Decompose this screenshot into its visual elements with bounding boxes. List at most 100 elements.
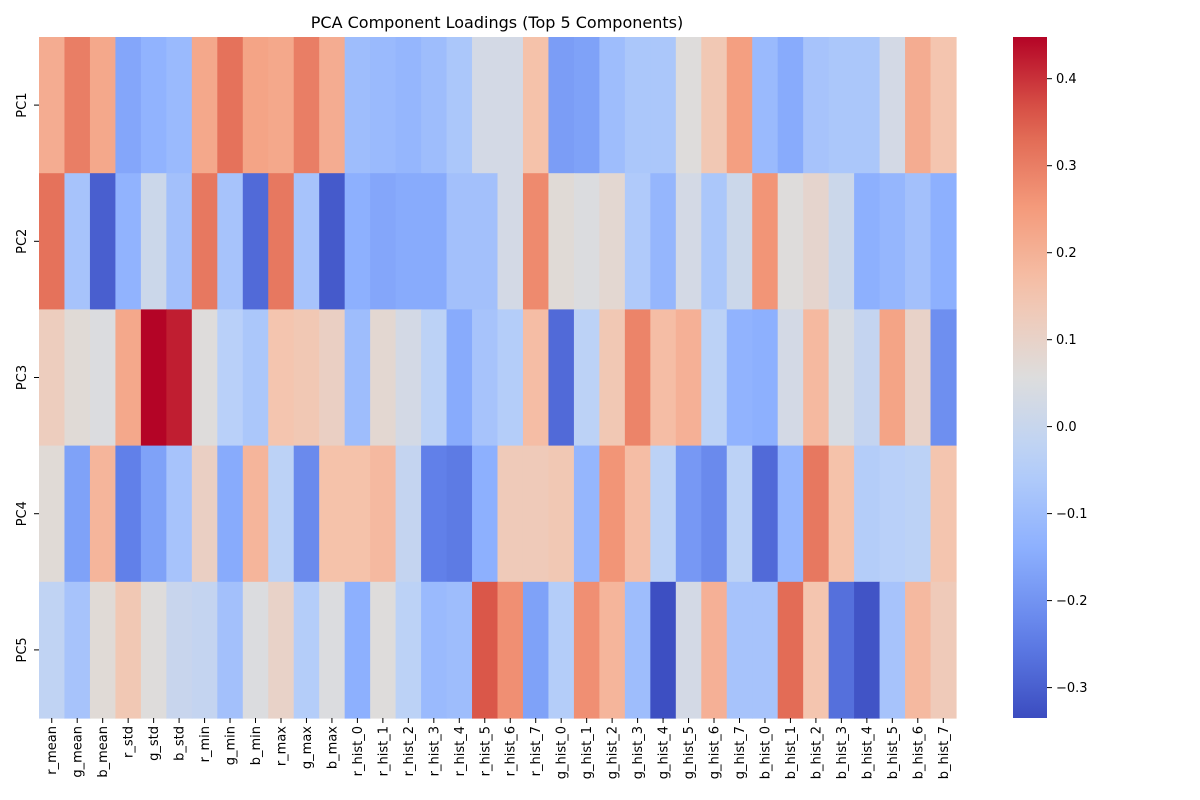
column-label: g_mean: [71, 726, 86, 778]
column-label: g_min: [224, 726, 239, 765]
heatmap-cell: [421, 173, 448, 310]
heatmap-cell: [446, 309, 473, 447]
column-label: r_hist_6: [504, 726, 519, 776]
column-label: g_hist_7: [733, 726, 748, 779]
heatmap-cell: [803, 37, 830, 174]
heatmap-cell: [777, 445, 804, 583]
heatmap-cell: [624, 309, 651, 447]
heatmap-cell: [930, 581, 957, 719]
heatmap-cell: [472, 173, 499, 310]
column-label: g_hist_2: [606, 726, 621, 779]
heatmap-cell: [319, 581, 346, 719]
column-label: g_hist_1: [580, 726, 595, 779]
column-label: r_hist_4: [453, 726, 468, 776]
heatmap-cell: [828, 173, 855, 310]
column-label: g_max: [300, 726, 315, 769]
heatmap-cell: [573, 445, 600, 583]
heatmap-cell: [548, 173, 575, 310]
heatmap-cell: [905, 581, 932, 719]
column-label: g_hist_5: [682, 726, 697, 779]
column-label: b_hist_6: [911, 726, 926, 779]
heatmap-cell: [319, 173, 346, 310]
heatmap-cell: [242, 581, 269, 719]
heatmap-cell: [64, 37, 91, 174]
heatmap-cell: [879, 173, 906, 310]
heatmap-cell: [675, 445, 702, 583]
colorbar-tick-label: −0.1: [1056, 507, 1088, 522]
colorbar-tick-label: −0.2: [1056, 594, 1088, 609]
heatmap-cell: [140, 309, 167, 447]
column-label: b_std: [173, 726, 188, 761]
heatmap-cell: [472, 37, 499, 174]
heatmap-cell: [166, 173, 193, 310]
heatmap-cell: [395, 173, 422, 310]
heatmap-cell: [701, 581, 728, 719]
heatmap-cell: [115, 445, 142, 583]
heatmap-cell: [370, 445, 397, 583]
heatmap-cell: [599, 309, 626, 447]
heatmap-cell: [675, 581, 702, 719]
heatmap-cell: [522, 445, 550, 583]
heatmap-cell: [115, 37, 142, 174]
heatmap-cell: [446, 445, 473, 583]
heatmap-cell: [115, 309, 142, 447]
heatmap-cell: [242, 309, 269, 447]
heatmap-cell: [191, 309, 218, 447]
heatmap-cell: [242, 173, 269, 310]
column-label: b_hist_0: [759, 726, 774, 779]
heatmap-cell: [726, 309, 753, 447]
colorbar-ticks: 0.4 0.3 0.2 0.1 0.0 −0.1 −0.2 −0.3: [1047, 72, 1088, 696]
heatmap-cell: [548, 445, 575, 583]
heatmap-cell: [421, 581, 448, 719]
column-label: r_hist_5: [478, 726, 493, 776]
column-label: b_hist_2: [809, 726, 824, 779]
heatmap-cell: [268, 309, 295, 447]
heatmap-cell: [675, 37, 702, 174]
heatmap-cell: [930, 37, 957, 174]
column-label: b_hist_7: [937, 726, 952, 779]
colorbar-tick-label: −0.3: [1056, 681, 1088, 696]
heatmap-cell: [726, 37, 753, 174]
heatmap-cell: [217, 173, 244, 310]
heatmap-cell: [752, 309, 779, 447]
colorbar-tick-label: 0.1: [1056, 333, 1077, 348]
column-label: r_hist_1: [376, 726, 391, 776]
heatmap-cell: [752, 173, 779, 310]
heatmap-cell: [701, 445, 728, 583]
heatmap-cell: [854, 581, 881, 719]
heatmap-cell: [828, 445, 855, 583]
heatmap-cell: [930, 309, 957, 447]
heatmap-cell: [293, 445, 320, 583]
heatmap-cell: [89, 37, 117, 174]
heatmap-cell: [828, 37, 855, 174]
heatmap-cell: [650, 581, 677, 719]
heatmap-cell: [752, 445, 779, 583]
heatmap-cell: [39, 37, 66, 174]
column-label: b_hist_5: [886, 726, 901, 779]
heatmap-cell: [293, 173, 320, 310]
chart-title: PCA Component Loadings (Top 5 Components…: [311, 13, 683, 32]
heatmap-cell: [217, 581, 244, 719]
column-label: g_std: [147, 726, 162, 761]
column-label: g_hist_4: [657, 726, 672, 779]
column-label: b_hist_1: [784, 726, 799, 779]
heatmap-cell: [39, 581, 66, 719]
heatmap-cell: [140, 173, 167, 310]
heatmap-cell: [548, 581, 575, 719]
heatmap-cell: [293, 309, 320, 447]
row-label: PC1: [15, 93, 30, 118]
heatmap-cell: [879, 581, 906, 719]
column-label: r_std: [122, 726, 137, 758]
column-label: r_mean: [45, 726, 60, 775]
heatmap-cell: [854, 309, 881, 447]
heatmap-cell: [344, 581, 371, 719]
colorbar-tick-label: 0.4: [1056, 72, 1077, 87]
heatmap-cell: [319, 445, 346, 583]
column-label: r_hist_7: [529, 726, 544, 776]
heatmap-cell: [370, 173, 397, 310]
heatmap-cell: [803, 173, 830, 310]
column-label: g_hist_6: [708, 726, 723, 779]
column-label: b_hist_3: [835, 726, 850, 779]
heatmap-cell: [726, 445, 753, 583]
heatmap-cell: [497, 445, 524, 583]
